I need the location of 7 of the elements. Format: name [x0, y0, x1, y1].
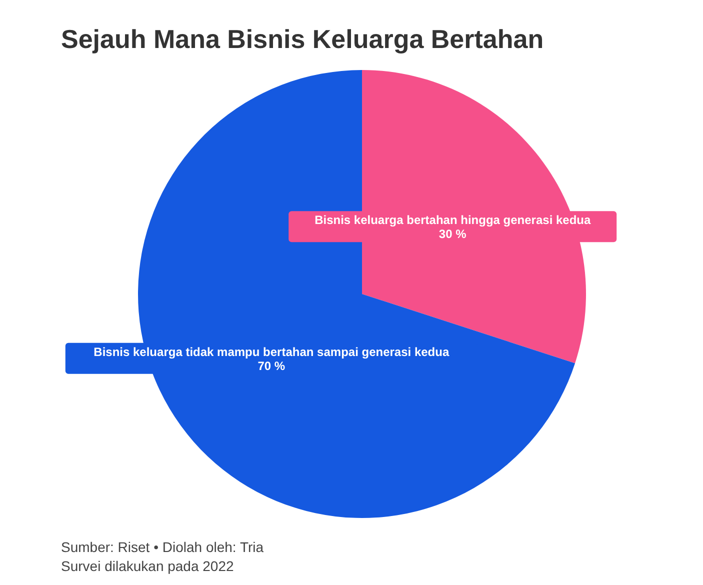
data-label: 30 % — [438, 227, 467, 242]
slice-label: Bisnis keluarga bertahan hingga generasi kedua — [314, 213, 591, 228]
text: Sumber: Riset • Diolah oleh: Tria — [61, 539, 264, 555]
chart-title: Sejauh Mana Bisnis Keluarga Bertahan — [61, 24, 544, 54]
data-label: 70 % — [258, 358, 286, 373]
slice-label: Bisnis keluarga tidak mampu bertahan sampai generasi kedua — [94, 344, 450, 359]
text: Survei dilakukan pada 2022 — [61, 558, 234, 574]
